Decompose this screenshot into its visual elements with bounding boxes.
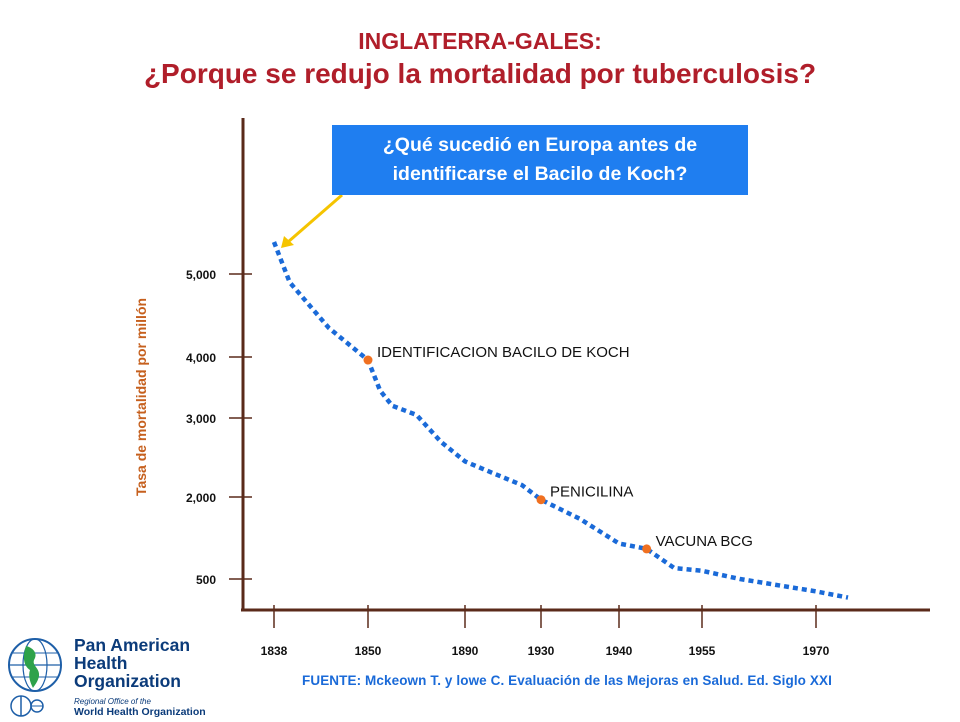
y-tick-label: 4,000	[186, 351, 216, 365]
annotation-label: IDENTIFICACION BACILO DE KOCH	[377, 344, 630, 361]
callout-arrow	[281, 195, 342, 248]
annotation-marker	[642, 544, 651, 553]
annotation-marker	[364, 356, 373, 365]
x-tick-label: 1930	[528, 644, 555, 658]
x-tick-label: 1890	[452, 644, 479, 658]
annotation-label: PENICILINA	[550, 484, 633, 501]
annotation-label: VACUNA BCG	[656, 533, 753, 550]
org-subtitle-line2: World Health Organization	[74, 706, 206, 718]
y-tick-label: 5,000	[186, 268, 216, 282]
source-citation: FUENTE: Mckeown T. y lowe C. Evaluación …	[302, 673, 832, 688]
y-tick-label: 3,000	[186, 412, 216, 426]
x-tick-label: 1970	[803, 644, 830, 658]
y-tick-label: 2,000	[186, 491, 216, 505]
x-tick-label: 1940	[606, 644, 633, 658]
x-tick-label: 1850	[355, 644, 382, 658]
mortality-series-line	[274, 242, 848, 598]
globe-americas-icon	[6, 636, 64, 694]
org-name-line3: Organization	[74, 672, 190, 690]
callout-box: ¿Qué sucedió en Europa antes de identifi…	[332, 125, 748, 195]
who-emblem-icon	[10, 692, 44, 722]
org-name-line2: Health	[74, 654, 190, 672]
paho-logo: Pan American Health Organization Regiona…	[6, 636, 226, 720]
y-tick-label: 500	[196, 573, 216, 587]
annotation-marker	[537, 495, 546, 504]
x-tick-label: 1838	[261, 644, 288, 658]
y-axis-label: Tasa de mortalidad por millón	[133, 298, 149, 496]
org-name-line1: Pan American	[74, 636, 190, 654]
callout-line2: identificarse el Bacilo de Koch?	[332, 160, 748, 189]
x-tick-label: 1955	[689, 644, 716, 658]
org-subtitle-line1: Regional Office of the	[74, 697, 151, 706]
callout-line1: ¿Qué sucedió en Europa antes de	[332, 131, 748, 160]
